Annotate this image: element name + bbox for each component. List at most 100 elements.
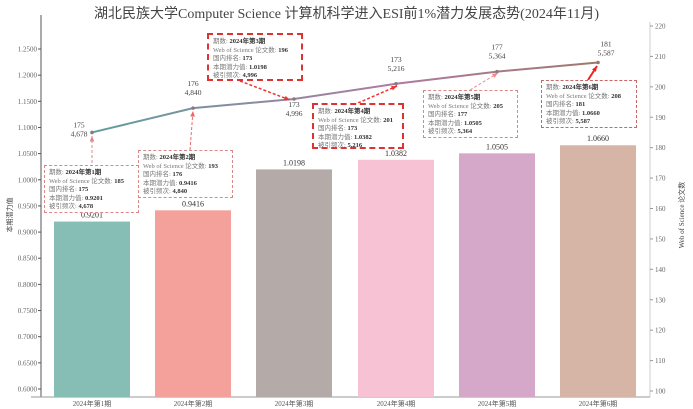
left-axis-title: 本期潜力值 xyxy=(5,198,14,233)
bar-value-label: 0.9416 xyxy=(182,199,204,208)
annotation-value: 173 xyxy=(347,125,358,133)
annotation-value: 1.0660 xyxy=(581,109,600,117)
annotation-value: 1.0198 xyxy=(248,63,267,71)
annotation-value: 176 xyxy=(172,171,183,179)
annotation-key: 期数: xyxy=(428,94,443,101)
annotation-line: Web of Science 论文数: 196 xyxy=(213,47,297,56)
annotation-key: 本期潜力值: xyxy=(318,133,353,141)
annotation-value: 4,996 xyxy=(242,72,258,80)
left-tick-label: 1.0500 xyxy=(18,150,38,158)
annotation-key: 被引频次: xyxy=(318,142,346,150)
right-tick-label: 100 xyxy=(655,388,666,396)
annotation-value: 173 xyxy=(242,55,253,63)
annotation-value: 4,840 xyxy=(172,188,188,196)
point-rank-label: 173 xyxy=(390,55,402,64)
annotation-key: 被引频次: xyxy=(428,128,456,136)
annotation-line: 期数: 2024年第4期 xyxy=(318,108,398,117)
annotation-line: 被引频次: 4,840 xyxy=(143,188,228,197)
right-tick-label: 190 xyxy=(655,114,666,122)
annotation-key: 被引频次: xyxy=(546,118,574,126)
annotation-box: 期数: 2024年第4期 Web of Science 论文数: 201 国内排名:… xyxy=(312,103,404,149)
annotation-line: 本期潜力值: 0.9201 xyxy=(49,195,134,204)
line-point xyxy=(90,130,94,135)
annotation-box: 期数: 2024年第3期 Web of Science 论文数: 196 国内排名:… xyxy=(207,33,303,81)
annotation-line: 被引频次: 4,996 xyxy=(213,72,297,81)
annotation-line: Web of Science 论文数: 208 xyxy=(546,93,632,102)
annotation-value: 1.0382 xyxy=(353,133,372,141)
bar-value-label: 1.0660 xyxy=(587,134,609,143)
annotation-value: 5,216 xyxy=(347,142,363,150)
bar xyxy=(358,159,434,397)
right-tick-label: 180 xyxy=(655,144,666,152)
point-rank-label: 177 xyxy=(491,43,503,52)
annotation-value: 181 xyxy=(575,101,586,109)
left-tick-label: 0.9000 xyxy=(18,229,38,237)
annotation-key: 本期潜力值: xyxy=(428,119,463,127)
right-tick-label: 200 xyxy=(655,83,666,91)
annotation-line: 期数: 2024年第5期 xyxy=(428,94,513,103)
x-tick-label: 2024年第3期 xyxy=(275,399,314,408)
right-tick-label: 120 xyxy=(655,327,666,335)
annotation-key: 期数: xyxy=(49,169,64,176)
right-tick-label: 170 xyxy=(655,175,666,183)
x-tick-label: 2024年第4期 xyxy=(377,399,416,408)
annotation-key: 被引频次: xyxy=(49,203,77,211)
left-tick-label: 1.2000 xyxy=(18,72,38,80)
left-tick-label: 1.0000 xyxy=(18,176,38,184)
annotation-value: 1.0505 xyxy=(463,119,482,127)
right-tick-label: 140 xyxy=(655,266,666,274)
point-citation-label: 5,364 xyxy=(489,52,506,61)
bar-value-label: 1.0198 xyxy=(283,158,305,167)
annotation-box: 期数: 2024年第6期 Web of Science 论文数: 208 国内排名:… xyxy=(541,80,637,128)
bar xyxy=(155,210,231,397)
annotation-value: 201 xyxy=(383,116,393,124)
annotation-line: 国内排名: 173 xyxy=(213,55,297,64)
annotation-value: 185 xyxy=(114,177,124,185)
annotation-line: 被引频次: 5,216 xyxy=(318,142,398,151)
chart-title: 湖北民族大学Computer Science 计算机科学进入ESI前1%潜力发展… xyxy=(94,7,599,22)
annotation-key: 国内排名: xyxy=(428,111,456,119)
arrowhead-icon xyxy=(284,95,290,101)
line-series xyxy=(91,61,599,134)
point-citation-label: 4,678 xyxy=(71,129,88,138)
annotation-line: 本期潜力值: 0.9416 xyxy=(143,180,228,189)
annotation-key: Web of Science 论文数: xyxy=(213,46,277,54)
line-point xyxy=(394,81,398,86)
annotation-value: 2024年第1期 xyxy=(65,169,102,176)
annotation-key: 被引频次: xyxy=(213,72,241,80)
right-tick-label: 130 xyxy=(655,296,666,304)
arrowhead-icon xyxy=(391,86,397,91)
annotation-key: 被引频次: xyxy=(143,188,171,196)
annotation-key: Web of Science 论文数: xyxy=(49,177,113,185)
annotation-key: 本期潜力值: xyxy=(143,179,178,187)
annotation-box: 期数: 2024年第1期 Web of Science 论文数: 185 国内排名:… xyxy=(44,165,139,213)
annotation-key: 期数: xyxy=(143,154,158,161)
annotation-line: 国内排名: 175 xyxy=(49,186,134,195)
line-point xyxy=(596,60,600,65)
annotation-box: 期数: 2024年第2期 Web of Science 论文数: 193 国内排名:… xyxy=(138,150,233,198)
annotation-key: 本期潜力值: xyxy=(213,63,248,71)
point-citation-label: 5,216 xyxy=(388,64,405,73)
bar xyxy=(560,145,636,397)
x-tick-label: 2024年第2期 xyxy=(174,399,213,408)
annotation-line: 被引频次: 4,678 xyxy=(49,203,134,212)
right-tick-label: 220 xyxy=(655,23,666,31)
point-rank-label: 173 xyxy=(288,100,300,109)
annotation-key: 本期潜力值: xyxy=(546,109,581,117)
point-citation-label: 5,587 xyxy=(598,49,615,58)
annotation-value: 208 xyxy=(611,92,621,100)
left-tick-label: 1.1500 xyxy=(18,98,38,106)
annotation-line: 被引频次: 5,587 xyxy=(546,118,632,127)
annotation-value: 5,364 xyxy=(457,128,473,136)
annotation-line: 国内排名: 176 xyxy=(143,171,228,180)
left-tick-label: 0.6000 xyxy=(18,386,38,394)
right-tick-label: 210 xyxy=(655,53,666,61)
left-tick-label: 0.9500 xyxy=(18,202,38,210)
right-tick-label: 150 xyxy=(655,235,666,243)
arrowhead-icon xyxy=(190,111,195,117)
left-tick-label: 1.1000 xyxy=(18,124,38,132)
annotation-arrow xyxy=(239,80,291,101)
point-rank-label: 181 xyxy=(600,40,612,49)
annotation-value: 2024年第6期 xyxy=(562,84,599,91)
